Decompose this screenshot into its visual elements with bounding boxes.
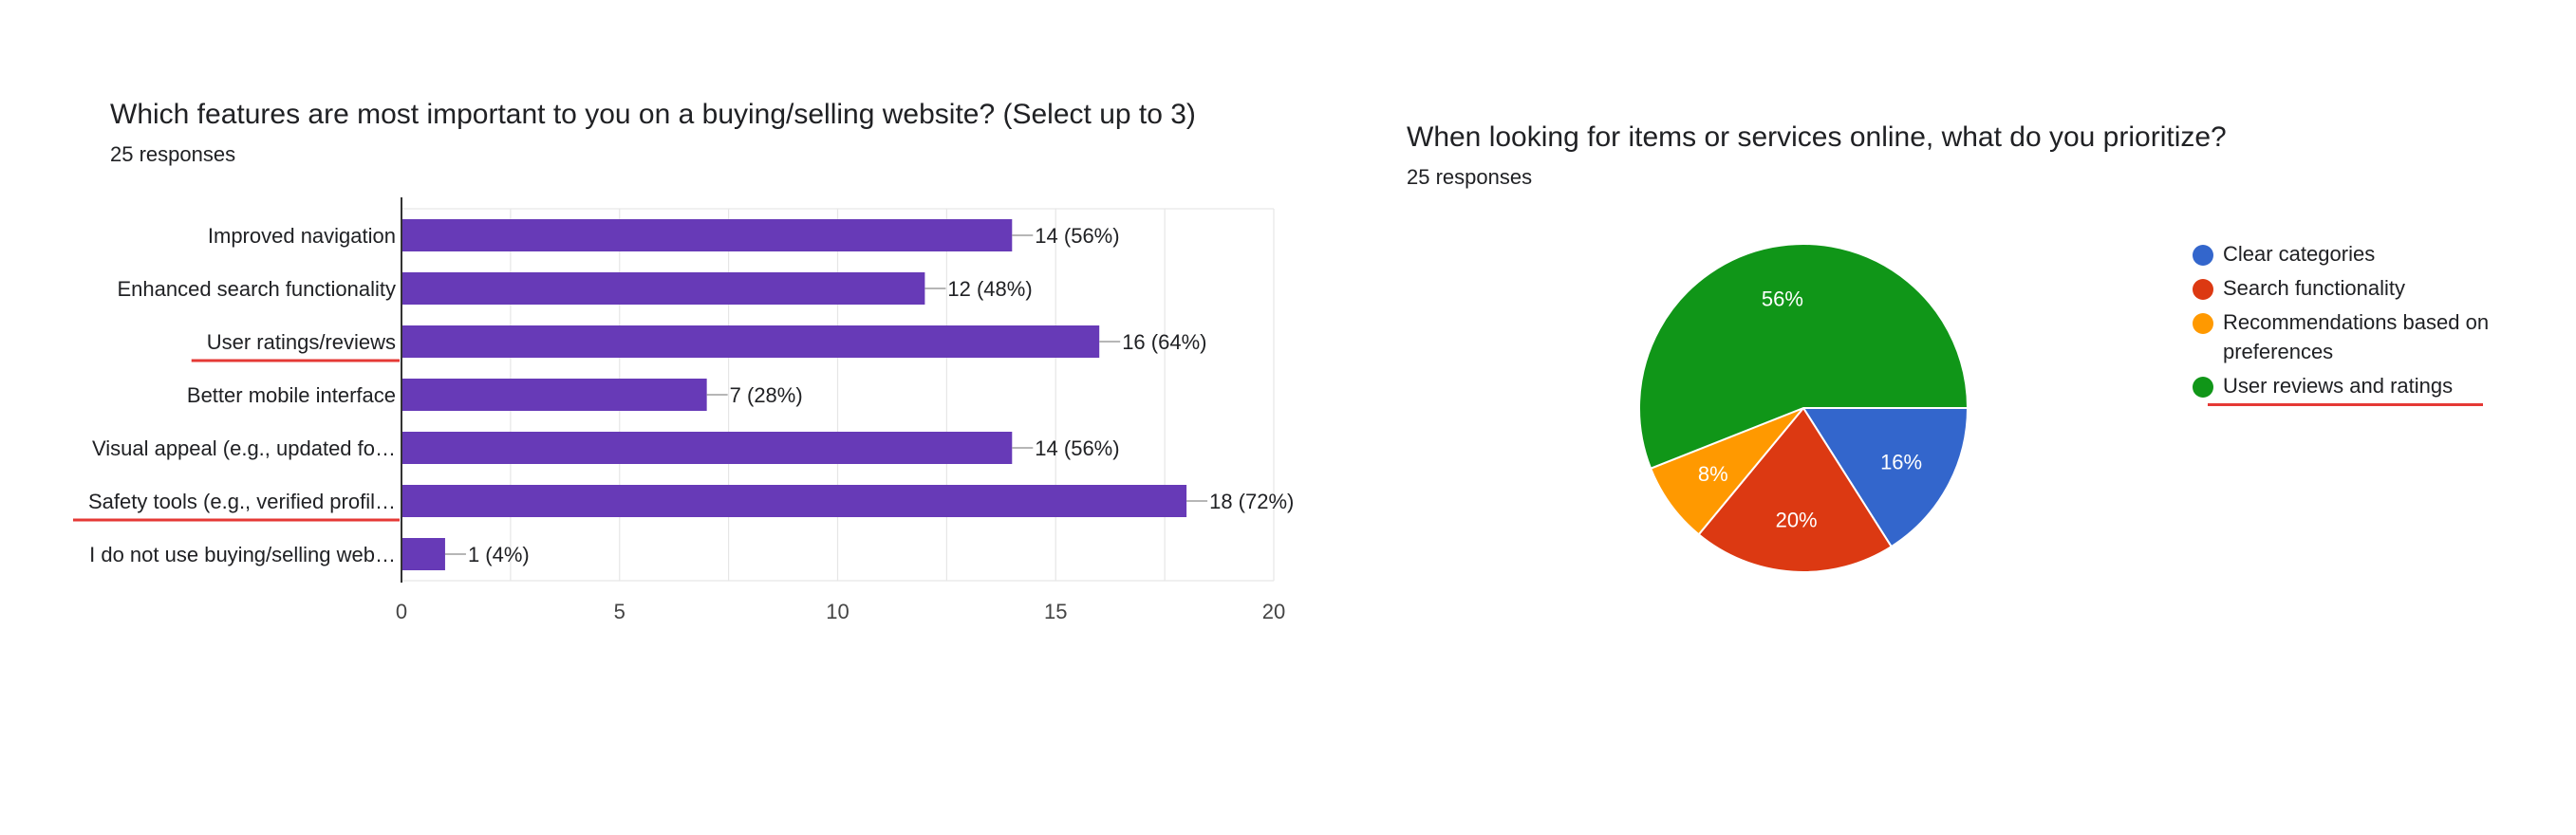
x-tick-label: 20 [1262, 600, 1285, 623]
legend-item: User reviews and ratings [2193, 371, 2553, 406]
bar-chart-panel: Which features are most important to you… [72, 99, 1294, 623]
bar-question-title: Which features are most important to you… [110, 99, 1196, 130]
legend-swatch [2193, 377, 2213, 398]
bar [401, 219, 1013, 251]
x-tick-label: 0 [396, 600, 407, 623]
bar-category-label: Enhanced search functionality [117, 277, 396, 301]
bar [401, 485, 1187, 517]
bar [401, 432, 1013, 464]
bar-category-label: Safety tools (e.g., verified profil… [88, 490, 396, 513]
bar-data-label: 12 (48%) [947, 277, 1032, 301]
pie-slice-label: 20% [1776, 508, 1818, 531]
legend-label: Recommendations based on preferences [2223, 310, 2490, 363]
pie-legend: Clear categories Search functionality Reco… [2193, 239, 2553, 406]
legend-item: Recommendations based on preferences [2193, 307, 2553, 366]
pie-chart-panel: When looking for items or services onlin… [1329, 0, 2576, 835]
x-tick-label: 15 [1044, 600, 1067, 623]
legend-label: Clear categories [2223, 242, 2376, 266]
bar-category-label: I do not use buying/selling web… [89, 543, 396, 566]
legend-label: User reviews and ratings [2223, 374, 2454, 398]
bar-category-label: Visual appeal (e.g., updated fo… [92, 436, 396, 460]
legend-label: Search functionality [2223, 276, 2405, 300]
pie-question-title: When looking for items or services onlin… [1407, 121, 2227, 153]
bar-category-label: Better mobile interface [187, 383, 396, 407]
bar-data-label: 1 (4%) [468, 543, 530, 566]
bar-chart: Improved navigation 14 (56%) Enhanced sear… [72, 197, 1294, 623]
bar [401, 325, 1100, 358]
bar-data-label: 14 (56%) [1035, 224, 1119, 248]
x-tick-label: 5 [614, 600, 625, 623]
x-tick-label: 10 [826, 600, 849, 623]
pie-slice [1801, 407, 1969, 548]
pie-slice-label: 56% [1762, 287, 1803, 310]
bar-data-label: 7 (28%) [730, 383, 803, 407]
pie-response-count: 25 responses [1407, 165, 1533, 189]
bar-category-label: User ratings/reviews [207, 330, 396, 354]
legend-swatch [2193, 279, 2213, 300]
bar-data-label: 16 (64%) [1122, 330, 1206, 354]
bar [401, 379, 707, 411]
legend-item: Clear categories [2193, 239, 2553, 269]
bar-response-count: 25 responses [110, 142, 236, 166]
bar-data-label: 14 (56%) [1035, 436, 1119, 460]
pie-chart: 16% 20% 8% 56% [1638, 243, 1969, 573]
bar [401, 538, 445, 570]
legend-item: Search functionality [2193, 273, 2553, 303]
bar-category-label: Improved navigation [208, 224, 396, 248]
bar-data-label: 18 (72%) [1209, 490, 1294, 513]
pie-slice [1638, 243, 1969, 470]
legend-swatch [2193, 245, 2213, 266]
pie-slice [1697, 406, 1894, 573]
pie-slice-label: 8% [1698, 462, 1728, 486]
bar [401, 272, 925, 305]
red-underline-annotation [2208, 403, 2483, 406]
legend-swatch [2193, 313, 2213, 334]
pie-slice-label: 16% [1880, 451, 1922, 474]
